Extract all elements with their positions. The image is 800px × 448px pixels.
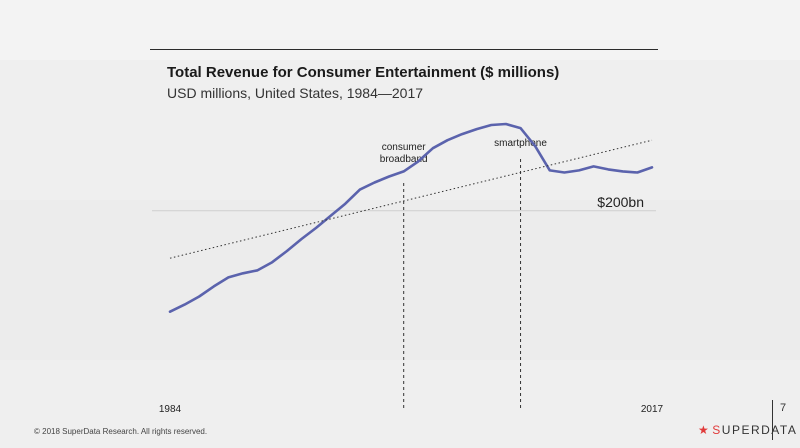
page-number: 7: [780, 402, 787, 414]
chart-subtitle: USD millions, United States, 1984—2017: [167, 85, 424, 101]
trend-line: [169, 139, 653, 259]
revenue-line: [168, 122, 654, 313]
background-ghost-band: [0, 200, 800, 360]
superdata-logo: ★ S UPERDATA: [698, 423, 797, 437]
background-band: [0, 0, 800, 60]
page-divider: [772, 400, 773, 440]
x-tick-label: 1984: [159, 404, 182, 415]
annotation-label: smartphone: [494, 138, 547, 149]
x-tick-label: 2017: [641, 404, 664, 415]
reference-line-label: $200bn: [597, 194, 644, 210]
star-icon: ★: [698, 423, 711, 437]
header-rule: [150, 49, 658, 50]
logo-first-letter: S: [712, 423, 722, 437]
copyright-footer: © 2018 SuperData Research. All rights re…: [34, 427, 208, 436]
annotation-label: consumer: [382, 142, 427, 153]
logo-rest: UPERDATA: [721, 423, 798, 437]
annotation-label: broadband: [380, 154, 428, 165]
chart-title: Total Revenue for Consumer Entertainment…: [167, 64, 560, 81]
